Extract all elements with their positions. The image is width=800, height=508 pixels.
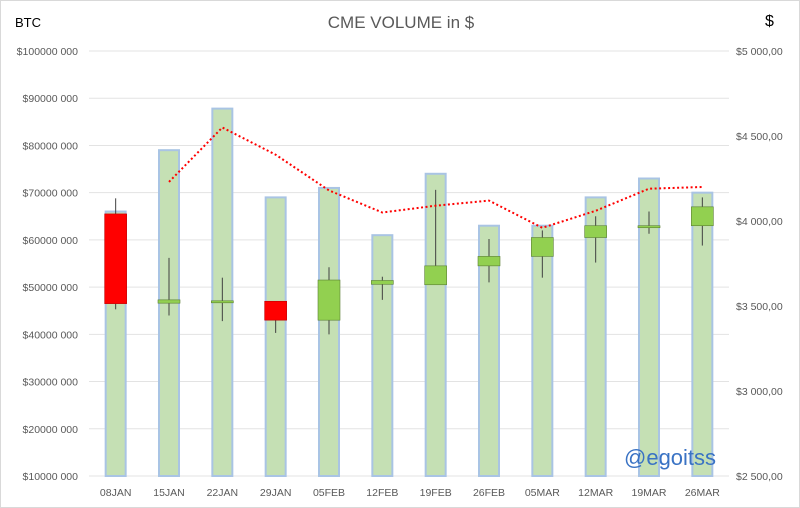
left-tick-label: $20000 000 [23,424,79,436]
candle-body [211,300,234,304]
right-tick-label: $2 500,00 [736,471,783,483]
x-tick-label: 26MAR [685,487,720,499]
volume-bar [691,191,714,478]
left-tick-label: $40000 000 [23,329,79,341]
left-axis-ticks: $10000 000 $20000 000 $30000 000 $40000 000… [17,46,78,483]
x-tick-label: 26FEB [473,487,505,499]
right-tick-label: $5 000,00 [736,46,783,58]
volume-bar [584,196,607,477]
left-tick-label: $80000 000 [23,140,79,152]
volume-bar [424,172,447,477]
price-line-path [168,126,703,229]
volume-bar [264,196,287,477]
candle-body [531,237,554,257]
left-tick-label: $60000 000 [23,235,79,247]
chart-title: CME VOLUME in $ [327,13,475,32]
x-tick-label: 12MAR [578,487,613,499]
right-tick-label: $3 500,00 [736,301,783,313]
x-axis-ticks: 08JAN 15JAN 22JAN 29JAN 05FEB 12FEB 19FEB 26FEB… [100,487,720,499]
candle-body [584,225,607,238]
right-tick-label: $4 500,00 [736,131,783,143]
right-tick-label: $3 000,00 [736,386,783,398]
right-axis-label: $ [765,13,774,30]
candlesticks [104,189,714,335]
x-tick-label: 05FEB [313,487,345,499]
volume-bar [638,177,660,477]
price-line [168,126,703,229]
x-tick-label: 08JAN [100,487,132,499]
candle-body [637,225,661,229]
candle-body [477,256,501,267]
candle-body [424,265,447,286]
x-tick-label: 15JAN [153,487,185,499]
volume-bar [531,224,554,477]
right-axis-ticks: $2 500,00 $3 000,00 $3 500,00 $4 000,00 $4 5… [736,46,783,483]
volume-bar [478,224,500,477]
left-tick-label: $100000 000 [17,46,78,58]
candle-body [104,213,127,304]
x-tick-label: 12FEB [366,487,398,499]
left-tick-label: $30000 000 [23,377,79,389]
left-tick-label: $70000 000 [23,188,79,200]
watermark: @egoitss [624,445,717,470]
candle-body [691,206,714,227]
left-axis-label: BTC [15,15,41,30]
candle-body [264,300,287,321]
left-tick-label: $10000 000 [23,471,79,483]
left-tick-label: $50000 000 [23,282,79,294]
x-tick-label: 29JAN [260,487,292,499]
x-tick-label: 05MAR [525,487,560,499]
candle-body [317,279,341,321]
x-tick-label: 19FEB [420,487,452,499]
volume-bar [371,234,394,477]
volume-bars [104,107,714,478]
right-tick-label: $4 000,00 [736,216,783,228]
grid-lines [89,50,729,477]
x-tick-label: 22JAN [207,487,239,499]
candle-body [371,280,394,285]
left-tick-label: $90000 000 [23,93,79,105]
x-tick-label: 19MAR [631,487,666,499]
candle-body [157,299,181,304]
